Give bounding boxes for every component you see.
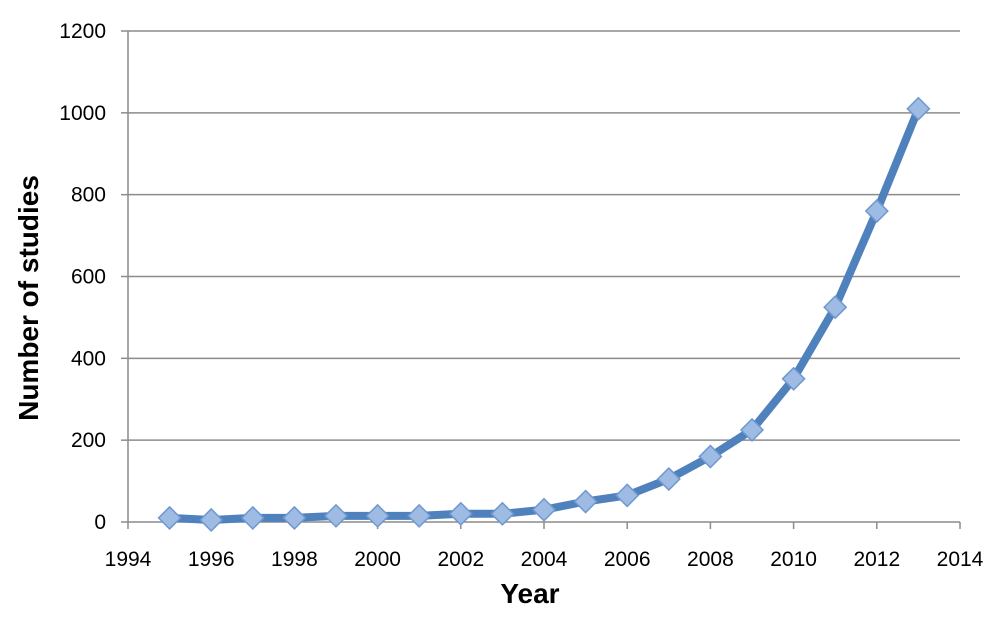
data-point-marker [240,505,265,530]
data-point-marker [823,295,848,320]
series-group [157,96,931,533]
y-tick-label: 0 [94,511,106,534]
data-point-marker [407,503,432,528]
y-tick-label: 800 [71,184,106,207]
x-tick-label: 2012 [853,548,900,571]
data-point-marker [365,503,390,528]
gridlines [128,30,960,441]
x-axis-title: Year [500,578,559,609]
y-tick-label: 1200 [59,20,106,43]
x-tick-label: 2006 [604,548,651,571]
x-tick-label: 2002 [437,548,484,571]
data-point-marker [781,366,806,391]
data-point-marker [573,489,598,514]
y-tick-label: 600 [71,266,106,289]
x-tick-label: 1994 [105,548,152,571]
y-tick-label: 1000 [59,102,106,125]
data-point-marker [448,501,473,526]
y-tick-label: 400 [71,347,106,370]
x-tick-label: 2000 [354,548,401,571]
data-point-marker [157,505,182,530]
x-tick-label: 2004 [521,548,568,571]
data-point-marker [490,501,515,526]
data-point-marker [199,507,224,533]
y-tick-labels: 0 200 400 600 800 1000 1200 [59,20,106,534]
x-tick-label: 1998 [271,548,318,571]
data-point-marker [906,96,931,121]
data-point-marker [739,417,765,442]
x-tick-label: 2010 [770,548,817,571]
axes [121,30,961,529]
series-line [165,104,923,524]
x-tick-label: 1996 [188,548,235,571]
data-point-marker [864,198,889,224]
y-axis-title: Number of studies [13,175,44,421]
x-tick-label: 2014 [937,548,984,571]
data-point-marker [615,483,640,508]
data-point-marker [282,505,307,530]
data-point-marker [656,466,681,492]
x-tick-labels: 1994 1996 1998 2000 2002 2004 2006 2008 2010 2012… [105,548,984,571]
data-point-marker [531,497,557,522]
x-tick-label: 2008 [687,548,734,571]
data-point-marker [698,444,723,469]
data-point-marker [323,503,349,528]
y-tick-label: 200 [71,429,106,452]
